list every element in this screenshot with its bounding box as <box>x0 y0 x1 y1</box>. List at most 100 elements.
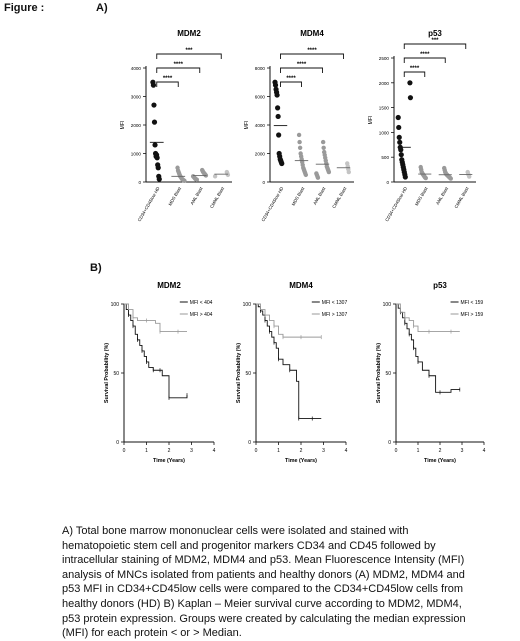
x-tick-label: 0 <box>255 448 258 454</box>
data-point <box>407 80 413 86</box>
data-point <box>194 177 200 182</box>
survival-curve <box>256 303 322 419</box>
data-point <box>448 176 453 181</box>
survival-curve <box>124 303 188 399</box>
panel-a-label: A) <box>96 2 108 14</box>
x-tick-label: 4 <box>483 448 486 454</box>
data-point <box>151 102 157 108</box>
y-tick-label: 50 <box>245 371 251 377</box>
y-tick-label: 500 <box>381 155 389 160</box>
chart-title: p53 <box>428 29 442 38</box>
x-tick-label: 4 <box>345 448 348 454</box>
y-tick-label: 0 <box>386 180 389 185</box>
data-point <box>297 139 302 145</box>
y-axis-label: Survival Probability (%) <box>376 343 382 403</box>
x-tick-label: 1 <box>145 448 148 454</box>
legend-label: MFI > 159 <box>461 312 484 318</box>
y-axis-label: MFI <box>120 121 126 130</box>
survival-curve <box>396 303 460 393</box>
x-tick-label: CMML Blast <box>331 185 348 209</box>
data-point <box>397 139 403 145</box>
data-point <box>346 169 351 175</box>
x-axis-label: Time (Years) <box>153 458 185 464</box>
figure-caption: A) Total bone marrow mononuclear cells w… <box>62 525 466 640</box>
data-point <box>396 124 402 131</box>
x-tick-label: 1 <box>277 448 280 454</box>
data-point <box>395 114 401 121</box>
significance-bracket <box>403 43 467 49</box>
figure-label: Figure : <box>4 2 45 14</box>
data-point <box>296 132 302 138</box>
data-point <box>154 155 160 161</box>
y-tick-label: 0 <box>138 180 141 185</box>
significance-label: **** <box>163 76 173 82</box>
scatter-chart-0: MDM2 0 1000 2000 3000 4000 MFI CD34+CD45low HD M… <box>120 29 232 222</box>
y-tick-label: 1000 <box>379 130 390 135</box>
significance-bracket <box>156 67 201 73</box>
chart-title: MDM2 <box>177 29 201 38</box>
y-tick-label: 2000 <box>255 152 266 157</box>
y-tick-label: 100 <box>111 302 120 308</box>
y-tick-label: 100 <box>383 302 392 308</box>
x-tick-label: CD34+CD45low HD <box>384 186 408 222</box>
km-chart-1: MDM4 0 50 100 0 1 2 3 4 Time (Years) Survival Prob… <box>236 281 348 464</box>
survival-curve <box>396 303 460 333</box>
significance-bracket <box>280 67 323 73</box>
data-point <box>398 147 404 153</box>
x-tick-label: MDS Blast <box>167 185 182 206</box>
y-tick-label: 6000 <box>255 95 266 100</box>
legend-label: MFI > 404 <box>190 312 213 318</box>
data-point <box>315 175 321 180</box>
scatter-chart-1: MDM4 0 2000 4000 6000 8000 MFI CD34+CD45low HD M… <box>244 29 354 222</box>
y-axis-label: Survival Probability (%) <box>104 343 110 403</box>
significance-label: **** <box>297 62 307 68</box>
significance-label: **** <box>420 52 430 58</box>
legend-label: MFI < 1307 <box>322 300 348 306</box>
x-tick-label: MDS Blast <box>291 185 306 206</box>
y-tick-label: 100 <box>243 302 252 308</box>
x-tick-label: 3 <box>190 448 193 454</box>
km-chart-0: MDM2 0 50 100 0 1 2 3 4 Time (Years) Survival Prob… <box>104 281 216 464</box>
x-tick-label: AML Blast <box>435 185 450 205</box>
data-point <box>156 176 162 182</box>
x-tick-label: 4 <box>213 448 216 454</box>
significance-bracket <box>156 81 179 87</box>
x-tick-label: AML Blast <box>189 185 204 205</box>
x-tick-label: 2 <box>300 448 303 454</box>
data-point <box>152 142 158 148</box>
data-point <box>297 145 303 150</box>
x-tick-label: MDS Blast <box>414 185 429 206</box>
significance-label: *** <box>185 48 193 54</box>
significance-bracket <box>280 81 302 87</box>
y-tick-label: 2000 <box>379 81 390 86</box>
significance-label: **** <box>307 48 317 54</box>
x-tick-label: 2 <box>439 448 442 454</box>
significance-label: **** <box>174 62 184 68</box>
data-point <box>396 134 402 140</box>
legend-label: MFI < 404 <box>190 300 213 306</box>
significance-label: **** <box>286 76 296 82</box>
y-axis-label: MFI <box>244 121 250 130</box>
x-tick-label: 0 <box>395 448 398 454</box>
x-axis-label: Time (Years) <box>285 458 317 464</box>
survival-curve <box>124 303 187 333</box>
x-tick-label: 1 <box>417 448 420 454</box>
chart-title: p53 <box>433 281 447 290</box>
y-tick-label: 2000 <box>131 123 142 128</box>
y-tick-label: 2500 <box>379 56 390 61</box>
y-tick-label: 50 <box>385 371 391 377</box>
y-tick-label: 0 <box>116 440 119 446</box>
y-tick-label: 4000 <box>131 66 142 71</box>
data-point <box>276 132 282 138</box>
x-tick-label: CD34+CD45low HD <box>137 186 161 222</box>
data-point <box>272 82 279 88</box>
significance-bracket <box>403 71 426 77</box>
y-tick-label: 1000 <box>131 152 142 157</box>
x-tick-label: AML Blast <box>312 185 327 205</box>
y-tick-label: 50 <box>113 371 119 377</box>
data-point <box>274 92 280 98</box>
data-point <box>398 152 404 158</box>
chart-title: MDM2 <box>157 281 181 290</box>
scatter-chart-2: p53 0 500 1000 1500 2000 2500 MFI CD34+CD45low H… <box>368 29 476 222</box>
significance-bracket <box>156 53 222 59</box>
